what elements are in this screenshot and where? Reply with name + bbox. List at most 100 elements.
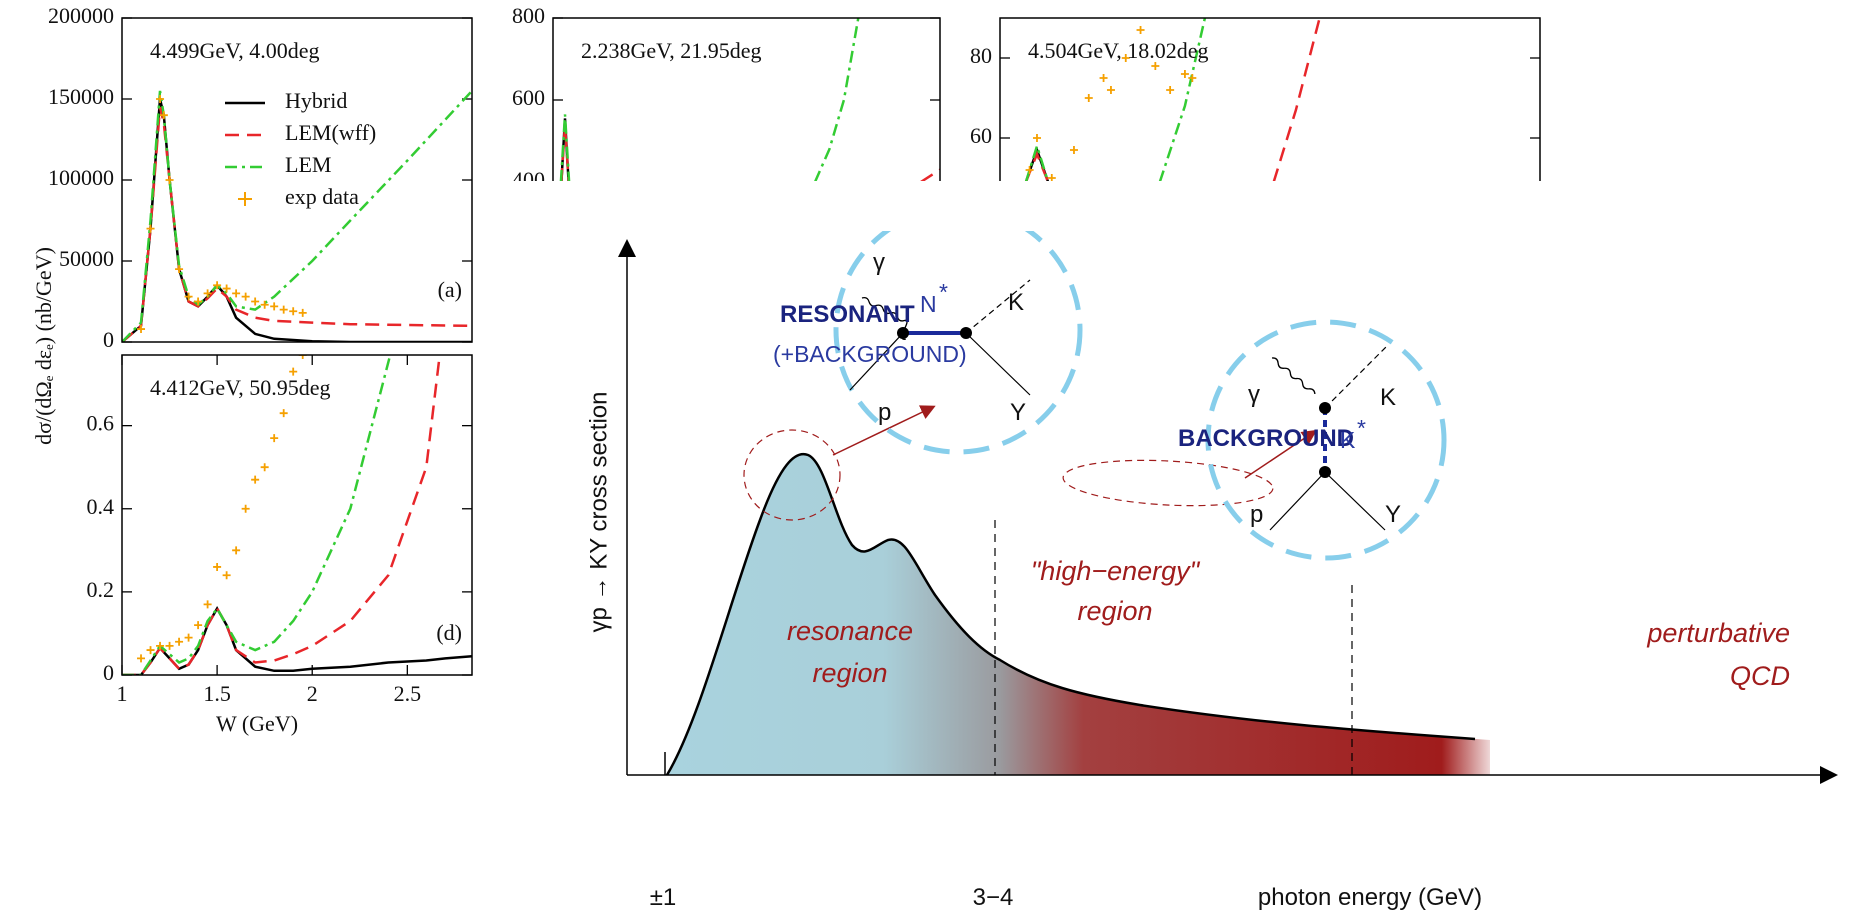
data-point xyxy=(165,641,174,650)
x-tick-label: 2.5 xyxy=(394,681,422,706)
photon-line xyxy=(1271,357,1316,395)
particle-label: p xyxy=(878,399,891,426)
particle-label: K xyxy=(1380,384,1396,411)
y-tick-label: 800 xyxy=(512,3,545,28)
data-point xyxy=(203,600,212,609)
series-group xyxy=(559,18,940,182)
region-label: region xyxy=(812,658,887,688)
panel-annotation: 4.499GeV, 4.00deg xyxy=(150,38,319,63)
y-axis-label: γp → KY cross section xyxy=(585,392,612,633)
data-point xyxy=(298,308,307,317)
particle-label: Y xyxy=(1010,399,1026,426)
series-line xyxy=(560,124,940,182)
data-point xyxy=(1166,86,1175,94)
particle-label: γ xyxy=(1248,381,1260,408)
cross-section-curve xyxy=(665,452,1476,776)
inset-title: RESONANT xyxy=(780,301,915,328)
data-point xyxy=(289,367,298,376)
particle-label: * xyxy=(1357,415,1366,441)
data-point xyxy=(251,475,260,484)
highlight-ellipse xyxy=(743,429,841,521)
panel-label: (d) xyxy=(436,620,462,645)
data-point xyxy=(146,646,155,655)
legend-label: LEM xyxy=(285,152,331,177)
y-tick-label: 0.6 xyxy=(87,411,115,436)
data-point xyxy=(232,546,241,555)
data-point xyxy=(260,463,269,472)
data-point xyxy=(213,281,222,290)
y-tick-label: 80 xyxy=(970,43,992,68)
x-axis-label: W (GeV) xyxy=(216,711,298,736)
crop-mask xyxy=(480,181,1856,231)
data-point xyxy=(289,307,298,316)
legend-label: Hybrid xyxy=(285,88,347,113)
proton-line xyxy=(849,332,904,391)
particle-label: K xyxy=(1008,289,1024,316)
vertex xyxy=(1319,402,1331,414)
panel-annotation: 4.504GeV, 18.02deg xyxy=(1028,38,1208,63)
y-tick-label: 100000 xyxy=(48,165,114,190)
data-point xyxy=(175,637,184,646)
data-point xyxy=(194,297,203,306)
data-point xyxy=(1025,166,1034,174)
proton-line xyxy=(1269,471,1326,531)
region-label: region xyxy=(1077,596,1152,626)
data-point xyxy=(1136,26,1145,34)
series-group xyxy=(1024,18,1321,182)
x-tick-label: 1.5 xyxy=(203,681,231,706)
series-line xyxy=(1024,18,1207,182)
data-point xyxy=(156,95,165,103)
panel: 0 0.2 0.4 0.6 1 1.5 2 2.5 4.412GeV, 50.95deg (d) W… xyxy=(87,354,473,736)
data-point xyxy=(1084,94,1093,102)
data-point xyxy=(279,409,288,418)
data-point xyxy=(1032,134,1041,142)
data-point xyxy=(184,633,193,642)
data-point xyxy=(241,292,250,301)
data-point xyxy=(1188,74,1197,82)
y-tick-label: 50000 xyxy=(59,246,114,271)
data-point xyxy=(213,562,222,571)
y-tick-label: 0.2 xyxy=(87,577,115,602)
y-tick-label: 200000 xyxy=(48,3,114,28)
y-tick-label: 150000 xyxy=(48,84,114,109)
panel-annotation: 2.238GeV, 21.95deg xyxy=(581,38,761,63)
panel: 0 50000 100000 150000 200000 4.499GeV, 4.00de… xyxy=(31,3,473,445)
data-point xyxy=(251,297,260,306)
data-point xyxy=(203,289,212,298)
series-group xyxy=(122,355,472,675)
x-mark-label: 3−4 xyxy=(973,884,1014,911)
data-point xyxy=(146,224,155,233)
data-point xyxy=(1151,62,1160,70)
inset-circle xyxy=(1205,319,1447,561)
cross-section-area xyxy=(667,454,1490,775)
series-group xyxy=(122,90,472,342)
data-point xyxy=(165,176,174,184)
data-point xyxy=(1099,74,1108,82)
hyperon-line xyxy=(1324,471,1386,531)
kaon-line xyxy=(965,279,1031,334)
legend-marker xyxy=(238,192,252,206)
particle-label: p xyxy=(1250,501,1263,528)
data-point xyxy=(279,305,288,314)
kaon-line xyxy=(1324,344,1389,409)
x-mark-label: ±1 xyxy=(650,884,677,911)
particle-label: γ xyxy=(873,249,885,276)
data-point xyxy=(194,621,203,630)
legend-label: LEM(wff) xyxy=(285,120,376,145)
arrow xyxy=(832,405,936,456)
x-tick-label: 1 xyxy=(117,681,128,706)
particle-label: Y xyxy=(1385,501,1401,528)
region-label: QCD xyxy=(1730,661,1790,691)
highlight-ellipse xyxy=(1062,459,1274,507)
region-label: "high−energy" xyxy=(1031,556,1201,586)
panel-label: (a) xyxy=(438,277,462,302)
y-axis-label: dσ/(dΩₑ dεₑ) (nb/GeV) xyxy=(31,247,56,445)
inset-circle xyxy=(833,205,1083,455)
panel-frame xyxy=(121,354,473,676)
y-tick-label: 0 xyxy=(103,660,114,685)
data-point xyxy=(1069,146,1078,154)
data-point xyxy=(241,504,250,513)
vertex xyxy=(897,327,909,339)
